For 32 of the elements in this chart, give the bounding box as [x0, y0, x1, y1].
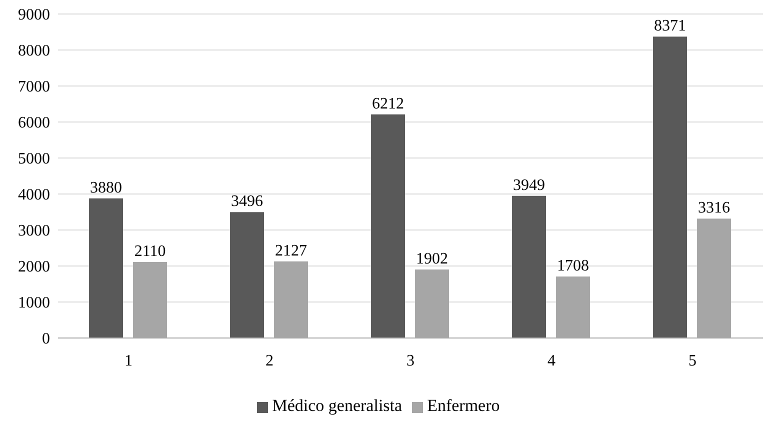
x-tick-label: 1: [124, 352, 132, 370]
bar: [653, 36, 688, 338]
data-label: 6212: [372, 95, 404, 112]
y-tick-label: 5000: [18, 150, 50, 168]
bar: [512, 196, 546, 338]
x-tick-label: 3: [406, 352, 414, 370]
data-label: 8371: [654, 18, 686, 35]
data-label: 2127: [275, 242, 308, 260]
y-tick-label: 6000: [18, 114, 50, 132]
x-tick-label: 5: [688, 352, 696, 370]
x-tick-label: 2: [266, 352, 274, 370]
legend-label: Enfermero: [427, 396, 500, 415]
bar: [230, 212, 264, 338]
y-tick-label: 1000: [18, 294, 50, 312]
x-tick-label: 4: [548, 352, 556, 370]
data-label: 2110: [134, 243, 166, 260]
y-tick-label: 4000: [18, 186, 50, 204]
legend-label: Médico generalista: [272, 396, 402, 415]
data-label: 3949: [513, 176, 546, 194]
y-tick-label: 7000: [18, 78, 50, 96]
y-tick-label: 0: [42, 330, 50, 348]
data-label: 1902: [416, 250, 448, 268]
y-tick-label: 9000: [18, 6, 50, 24]
bar: [371, 114, 406, 338]
data-label: 3880: [90, 179, 122, 196]
y-tick-label: 3000: [18, 222, 50, 240]
data-label: 3316: [698, 200, 730, 217]
data-label: 1708: [557, 258, 590, 275]
y-tick-label: 8000: [18, 42, 50, 60]
bar: [89, 198, 124, 338]
y-tick-label: 2000: [18, 258, 50, 276]
data-label: 3496: [231, 193, 264, 210]
